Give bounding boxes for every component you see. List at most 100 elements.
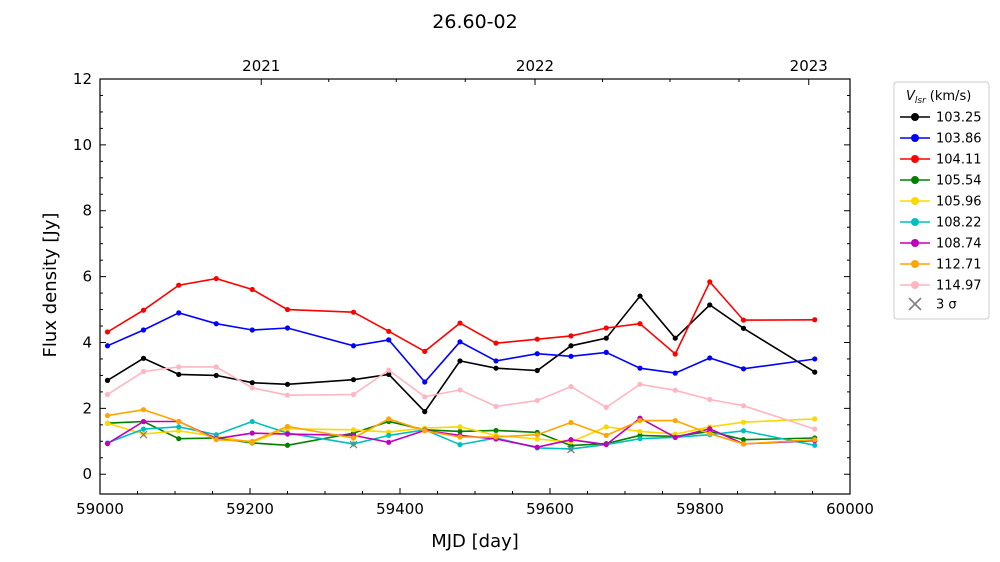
series-point-114.97 [386,367,392,373]
y-tick-label: 10 [73,136,92,154]
series-point-104.11 [386,328,392,334]
legend-label-112.71: 112.71 [936,258,982,273]
series-point-104.11 [534,336,540,342]
series-point-104.11 [457,320,463,326]
series-point-103.25 [140,355,147,361]
series-point-108.74 [284,431,291,437]
series-point-114.97 [603,404,609,410]
series-point-103.25 [603,335,609,341]
series-point-112.71 [707,431,713,437]
series-point-103.25 [672,335,678,341]
y-tick-label: 2 [82,399,92,417]
series-point-112.71 [568,419,574,426]
series-point-112.71 [603,432,609,438]
series-point-103.25 [249,380,255,386]
y-tick-label: 8 [82,202,92,220]
series-point-114.97 [284,392,291,398]
chart-title: 26.60-02 [432,11,517,33]
series-point-103.86 [386,337,392,343]
series-point-105.54 [176,436,182,442]
series-point-114.97 [493,403,499,409]
series-point-105.96 [637,428,643,435]
legend-label-3sigma: 3 σ [936,298,957,313]
series-point-103.25 [457,358,463,364]
legend-title-sub: lsr [915,96,927,106]
series-point-112.71 [457,434,463,440]
series-point-108.22 [176,424,182,430]
series-point-108.22 [213,432,219,438]
x-tick-label: 59800 [676,500,724,518]
legend-marker-108.22 [911,218,919,226]
series-point-103.86 [568,353,574,359]
series-point-112.71 [493,434,499,440]
series-point-112.71 [812,437,818,443]
series-point-103.86 [493,358,499,364]
series-point-108.74 [386,439,392,445]
series-point-108.22 [140,426,147,432]
legend-marker-103.86 [911,134,919,142]
legend-marker-114.97 [911,281,919,289]
series-point-104.11 [350,309,357,315]
series-point-105.54 [284,442,291,448]
series-point-112.71 [176,418,182,425]
series-point-112.71 [140,407,147,413]
series-point-103.25 [812,369,818,375]
x-tick-label: 59200 [226,500,274,518]
y-axis: 0 2 4 6 8 10 12 [73,70,850,483]
series-point-103.86 [603,349,609,355]
y-axis-label: Flux density [Jy] [40,213,61,358]
series-point-114.97 [176,364,182,370]
series-point-103.86 [812,356,818,362]
legend-title-v: V [906,89,916,104]
top-tick-label: 2023 [790,57,828,75]
series-point-103.25 [534,367,540,374]
series-point-105.96 [740,419,747,425]
series-point-114.97 [637,381,643,387]
series-point-103.86 [350,343,357,349]
y-tick-label: 4 [82,333,92,351]
series-point-114.97 [534,397,540,404]
series-point-104.11 [672,351,678,357]
series-point-103.25 [284,381,291,387]
series-point-104.11 [104,329,111,335]
series-point-103.25 [386,371,392,378]
series-point-104.11 [603,325,609,331]
three-sigma-marker [567,445,575,454]
x-axis-label: MJD [day] [431,531,519,552]
sigma-cross-stroke [349,440,358,449]
series-point-114.97 [812,426,818,432]
series-point-112.71 [249,438,255,444]
series-point-105.96 [176,428,182,434]
legend-box [893,81,990,320]
series-point-104.11 [176,282,182,288]
series-point-112.71 [386,416,392,422]
y-tick-label: 6 [82,268,92,286]
legend-marker-105.96 [911,197,919,205]
legend-label-114.97: 114.97 [936,279,982,294]
series-point-103.86 [637,365,643,371]
series-point-108.74 [568,437,574,443]
legend-marker-104.11 [911,155,919,163]
series-point-104.11 [284,306,291,313]
series-layer [104,275,818,452]
series-point-112.71 [104,413,111,419]
series-point-103.25 [637,293,643,299]
x-tick-label: 60000 [826,500,874,518]
series-point-112.71 [213,437,219,443]
legend-marker-105.54 [911,176,919,184]
series-point-104.11 [812,317,818,323]
series-point-108.74 [603,441,609,448]
legend-label-103.86: 103.86 [936,132,982,147]
series-point-103.86 [104,343,111,349]
series-point-108.74 [140,418,147,425]
series-point-112.71 [740,441,747,447]
series-point-114.97 [140,368,147,375]
legend: Vlsr (km/s) 103.25 103.86 104.11 105.54 105.9… [893,81,990,320]
series-point-112.71 [284,423,291,430]
x-tick-label: 59600 [526,500,574,518]
series-point-103.86 [140,327,147,333]
series-point-105.96 [534,436,540,442]
legend-items: 103.25 103.86 104.11 105.54 105.96 108.22 108.… [900,111,982,313]
series-point-108.22 [386,432,392,438]
